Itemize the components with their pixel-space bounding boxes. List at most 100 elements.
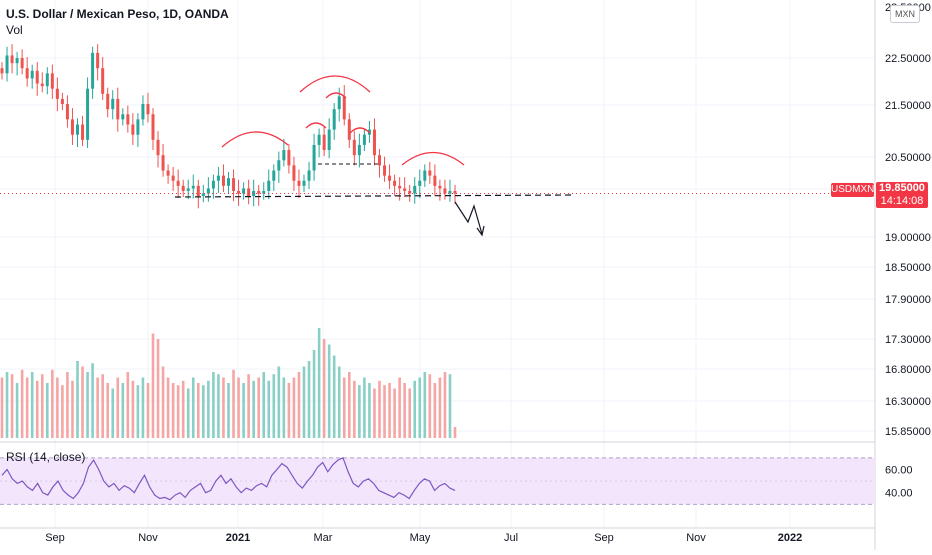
volume-bar xyxy=(121,383,125,438)
candle-body xyxy=(322,134,326,151)
candle-body xyxy=(86,88,90,140)
volume-bar xyxy=(277,366,281,438)
volume-bar xyxy=(186,388,190,438)
candle-body xyxy=(186,188,190,191)
volume-bar xyxy=(242,383,245,438)
price-tick-label: 21.50000 xyxy=(885,100,931,112)
candle-body xyxy=(35,70,39,84)
candle-body xyxy=(312,144,316,171)
last-price-tag: 19.85000 14:14:08 xyxy=(876,182,928,208)
candle-body xyxy=(332,109,336,130)
candle-body xyxy=(131,124,135,135)
volume-bar xyxy=(46,383,49,438)
volume-bar xyxy=(423,372,427,438)
candle-body xyxy=(393,180,397,186)
candle-body xyxy=(171,175,175,181)
volume-bar xyxy=(202,385,205,438)
volume-bar xyxy=(418,377,422,438)
candle-body xyxy=(413,185,417,194)
volume-bar xyxy=(151,333,155,438)
candle-body xyxy=(206,188,210,194)
time-tick-label: Jul xyxy=(504,532,518,544)
volume-bar xyxy=(197,383,200,438)
volume-bar xyxy=(373,388,376,438)
symbol-price-tag: USDMXN xyxy=(831,183,875,197)
candle-body xyxy=(277,160,281,171)
candle-body xyxy=(10,55,14,64)
candle-body xyxy=(232,178,236,191)
volume-bar xyxy=(126,372,130,438)
rsi-polyline xyxy=(1,456,456,501)
currency-badge[interactable]: MXN xyxy=(890,5,920,23)
price-tick-label: 22.50000 xyxy=(885,53,931,65)
volume-bar xyxy=(40,374,44,438)
candle-body xyxy=(287,150,291,166)
candle-body xyxy=(136,119,140,135)
candle-body xyxy=(403,188,407,191)
candle-body xyxy=(50,73,54,89)
volume-bar xyxy=(322,339,326,438)
volume-bar xyxy=(398,377,401,438)
volume-bar xyxy=(332,355,336,438)
price-axis[interactable]: 22.50000 21.50000 20.50000 19.00000 18.50000… xyxy=(885,2,931,500)
candle-body xyxy=(433,175,437,186)
last-price-value: 19.85000 xyxy=(879,182,925,194)
time-tick-label: May xyxy=(410,532,431,544)
volume-bar xyxy=(252,380,255,438)
volume-bar xyxy=(5,372,9,438)
volume-label[interactable]: Vol xyxy=(6,23,23,37)
candle-body xyxy=(383,165,387,176)
candle-body xyxy=(388,175,392,181)
shoulder-arc xyxy=(325,92,347,99)
volume-bar xyxy=(247,374,250,438)
price-tick-label: 17.90000 xyxy=(885,294,931,306)
candle-body xyxy=(146,104,150,115)
candle-body xyxy=(342,96,346,120)
candle-body xyxy=(60,98,64,105)
volume-bar xyxy=(15,383,19,438)
volume-bar xyxy=(116,377,120,438)
volume-bar xyxy=(282,377,286,438)
volume-bar xyxy=(302,366,306,438)
candle-body xyxy=(362,134,366,145)
time-tick-label: 2021 xyxy=(226,532,250,544)
candle-body xyxy=(70,119,74,135)
time-axis[interactable]: Sep Nov 2021 Mar May Jul Sep Nov 2022 xyxy=(45,532,802,544)
price-tick-label: 20.50000 xyxy=(885,152,931,164)
candle-body xyxy=(292,165,296,181)
volume-bar xyxy=(222,377,225,438)
candle-body xyxy=(408,190,412,194)
candle-body xyxy=(352,139,356,156)
volume-bar xyxy=(388,383,391,438)
volume-bar xyxy=(0,377,4,438)
rsi-label[interactable]: RSI (14, close) xyxy=(6,450,86,464)
price-tick-label: 16.30000 xyxy=(885,396,931,408)
symbol-title[interactable]: U.S. Dollar / Mexican Peso, 1D, OANDA xyxy=(6,7,229,21)
candle-body xyxy=(81,124,85,140)
volume-bar xyxy=(267,380,271,438)
candle-body xyxy=(40,83,44,87)
candle-body xyxy=(76,124,79,135)
candle-body xyxy=(111,98,115,110)
candle-body xyxy=(307,170,311,181)
volume-bar xyxy=(232,369,235,438)
price-tick-label: 17.30000 xyxy=(885,334,931,346)
candlesticks xyxy=(0,44,457,209)
time-tick-label: Mar xyxy=(314,532,333,544)
candle-body xyxy=(423,170,427,181)
volume-bar xyxy=(30,372,34,438)
volume-bar xyxy=(161,366,165,438)
volume-bar xyxy=(86,372,89,438)
time-tick-label: Sep xyxy=(45,532,65,544)
volume-bar xyxy=(272,374,276,438)
candle-body xyxy=(357,144,361,156)
forecast-arrow-head xyxy=(476,225,485,237)
candle-body xyxy=(166,170,170,176)
volume-bar xyxy=(166,377,170,438)
volume-bar xyxy=(413,380,417,438)
candle-body xyxy=(347,119,351,140)
volume-bar xyxy=(207,380,210,438)
candle-body xyxy=(106,93,110,110)
